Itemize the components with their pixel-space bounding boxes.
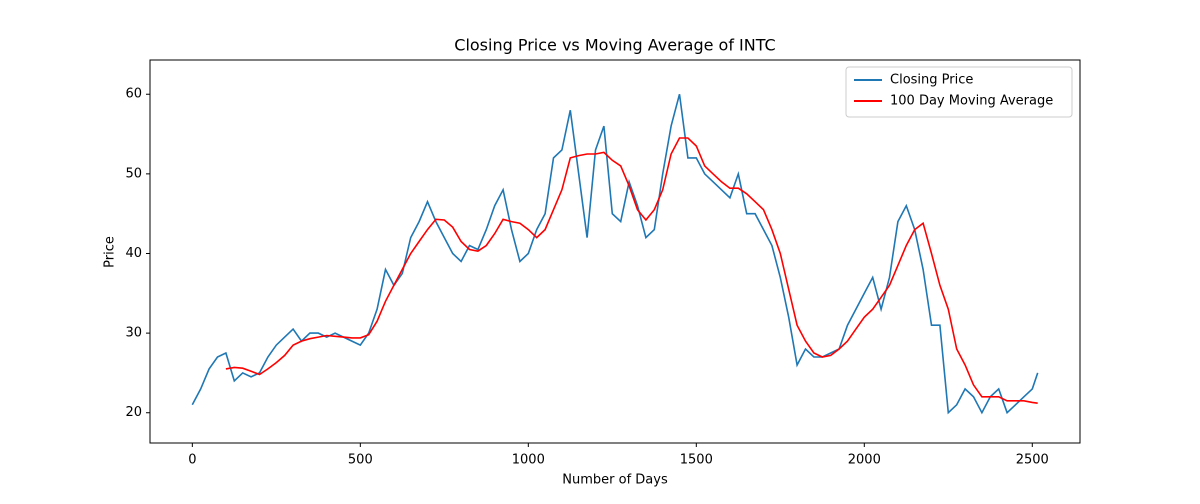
series-line xyxy=(225,137,1038,404)
y-tick-label: 30 xyxy=(125,326,142,341)
x-tick-label: 500 xyxy=(348,453,373,468)
x-tick-label: 1500 xyxy=(680,453,713,468)
y-tick-label: 40 xyxy=(125,246,142,261)
x-tick-label: 1000 xyxy=(512,453,545,468)
x-tick-label: 0 xyxy=(188,453,196,468)
y-tick-label: 50 xyxy=(125,166,142,181)
x-tick-label: 2000 xyxy=(848,453,881,468)
chart-title: Closing Price vs Moving Average of INTC xyxy=(454,36,775,55)
y-axis-label: Price xyxy=(103,236,118,268)
legend-box xyxy=(845,66,1073,118)
x-tick-label: 2500 xyxy=(1016,453,1049,468)
plot-frame xyxy=(149,59,1081,444)
series-line xyxy=(191,93,1039,415)
y-tick-label: 60 xyxy=(125,87,142,102)
y-tick-label: 20 xyxy=(125,405,142,420)
legend-label: 100 Day Moving Average xyxy=(890,94,1053,109)
x-axis-label: Number of Days xyxy=(562,473,668,488)
legend-label: Closing Price xyxy=(890,73,973,88)
